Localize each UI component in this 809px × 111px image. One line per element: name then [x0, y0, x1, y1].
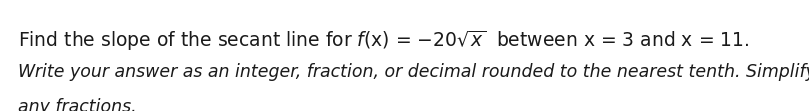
Text: any fractions.: any fractions. — [18, 98, 137, 111]
Text: Find the slope of the secant line for $\mathit{f}$(x) = $-$20$\sqrt{x}$  between: Find the slope of the secant line for $\… — [18, 29, 749, 53]
Text: Write your answer as an integer, fraction, or decimal rounded to the nearest ten: Write your answer as an integer, fractio… — [18, 63, 809, 81]
